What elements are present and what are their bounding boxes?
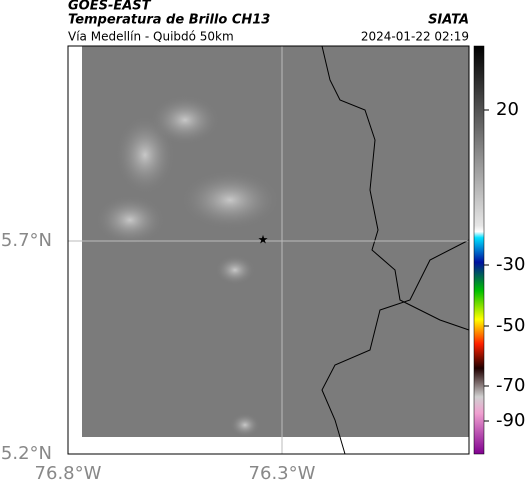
colorbar-tick-label: -30	[496, 254, 525, 275]
subtitle: Temperatura de Brillo CH13	[68, 13, 270, 28]
lat-tick-label: 5.2°N	[1, 443, 52, 464]
source: SIATA	[428, 13, 469, 28]
region: Vía Medellín - Quibdó 50km	[68, 30, 234, 44]
lon-tick-label: 76.8°W	[35, 463, 102, 484]
cloud	[215, 255, 255, 285]
lat-tick-label: 5.7°N	[1, 230, 52, 251]
cloud	[180, 170, 280, 230]
axis-labels: 5.7°N 5.2°N76.8°W 76.3°W 20 -30 -50 -70 -90	[1, 99, 526, 484]
map-area: ★	[67, 45, 470, 455]
colorbar-tick-label: -70	[496, 375, 525, 396]
cloud	[230, 413, 260, 437]
border	[321, 239, 470, 455]
colorbar-tick-label: -90	[496, 410, 525, 431]
colorbar-tick-label: 20	[496, 99, 519, 120]
location-star: ★	[258, 233, 269, 247]
cloud	[95, 195, 165, 245]
lon-tick-label: 76.3°W	[249, 463, 316, 484]
title: GOES-EAST	[68, 0, 152, 14]
colorbar-tick-label: -50	[496, 315, 525, 336]
colorbar	[473, 45, 485, 455]
border	[321, 45, 470, 331]
map-frame	[67, 45, 470, 455]
timestamp: 2024-01-22 02:19	[361, 30, 469, 44]
cloud	[150, 95, 220, 145]
